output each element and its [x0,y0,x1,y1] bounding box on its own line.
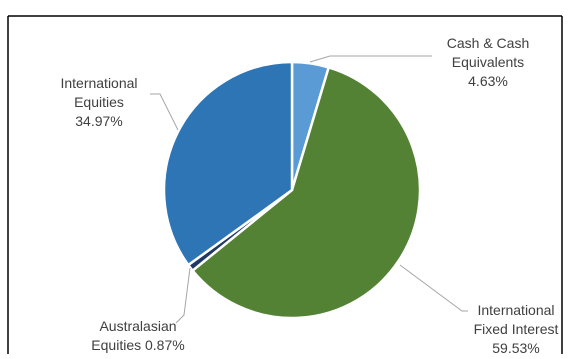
slice-category-label: Cash & Cash [447,35,529,51]
slice-category-label: International [60,75,137,91]
slice-category-label: Australasian [99,318,176,334]
pie-slice [162,60,294,267]
slice-category-label: International [477,302,554,318]
slice-category-label: Equities [74,94,124,110]
slice-value-label: 4.63% [468,73,508,89]
leader-line [150,93,179,131]
pie-slice [190,65,422,320]
slice-value-label: 34.97% [75,113,122,129]
leader-line [399,264,468,312]
slice-value-label: 59.53% [492,340,539,354]
leader-line [309,55,432,63]
leader-line [175,267,191,324]
slice-value-label: Equities 0.87% [91,337,184,353]
slice-category-label: Fixed Interest [474,321,559,337]
slice-category-label: Equivalents [452,54,524,70]
